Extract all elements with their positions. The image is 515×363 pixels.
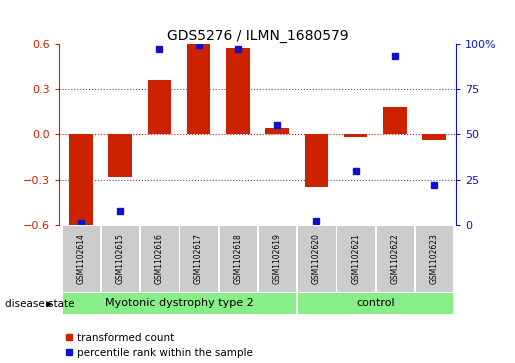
Bar <box>265 128 289 134</box>
Text: GSM1102623: GSM1102623 <box>430 233 439 284</box>
Bar <box>258 225 296 292</box>
Bar <box>148 80 171 134</box>
Bar <box>422 134 446 140</box>
Bar <box>415 225 453 292</box>
Bar <box>344 134 367 137</box>
Bar <box>69 134 93 225</box>
Text: GSM1102618: GSM1102618 <box>233 233 243 284</box>
Bar <box>62 225 100 292</box>
Text: GSM1102614: GSM1102614 <box>76 233 85 284</box>
Bar <box>297 225 336 292</box>
Text: GSM1102622: GSM1102622 <box>390 233 400 284</box>
Text: GSM1102619: GSM1102619 <box>272 233 282 284</box>
Title: GDS5276 / ILMN_1680579: GDS5276 / ILMN_1680579 <box>167 29 348 42</box>
Text: GSM1102616: GSM1102616 <box>155 233 164 284</box>
Bar <box>187 44 211 134</box>
Text: GSM1102620: GSM1102620 <box>312 233 321 284</box>
Legend: transformed count, percentile rank within the sample: transformed count, percentile rank withi… <box>64 333 253 358</box>
Bar <box>383 107 407 134</box>
Bar <box>304 134 328 187</box>
Bar <box>108 134 132 177</box>
Text: GSM1102615: GSM1102615 <box>115 233 125 284</box>
Text: disease state: disease state <box>5 299 75 309</box>
Text: GSM1102617: GSM1102617 <box>194 233 203 284</box>
Text: GSM1102621: GSM1102621 <box>351 233 360 284</box>
Bar <box>219 225 257 292</box>
Bar <box>336 225 375 292</box>
Text: Myotonic dystrophy type 2: Myotonic dystrophy type 2 <box>105 298 253 308</box>
Bar <box>375 225 414 292</box>
Bar <box>140 225 179 292</box>
Text: control: control <box>356 298 394 308</box>
Bar <box>226 48 250 134</box>
Bar <box>101 225 140 292</box>
Bar <box>62 292 296 314</box>
Bar <box>179 225 218 292</box>
Bar <box>297 292 453 314</box>
